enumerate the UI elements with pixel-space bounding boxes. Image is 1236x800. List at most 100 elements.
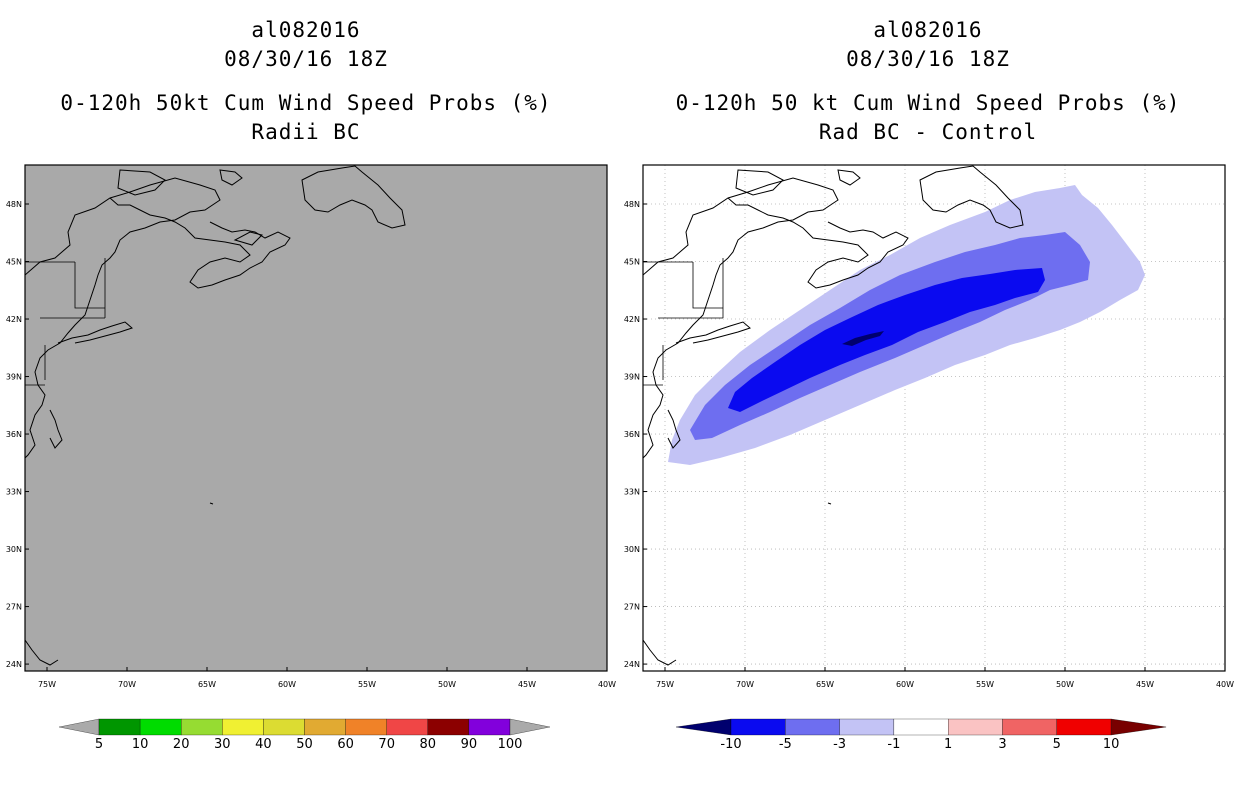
colorbar-label: 5: [1053, 737, 1061, 752]
right-storm-id: al082016: [873, 18, 983, 42]
left-subtitle: Radii BC: [251, 120, 361, 144]
colorbar-box: [468, 718, 511, 736]
colorbar-lower-triangle: [58, 718, 100, 736]
left-state-borders: [25, 258, 106, 386]
longitude-label: 50W: [1056, 680, 1074, 689]
longitude-label: 65W: [816, 680, 834, 689]
contour-minus-5-to-minus-10: [728, 268, 1045, 412]
longitude-label: 55W: [976, 680, 994, 689]
colorbar-box: [785, 718, 840, 736]
longitude-label: 45W: [1136, 680, 1154, 689]
right-longitude-labels: 75W 70W 65W 60W 55W 50W 45W 40W: [656, 667, 1234, 689]
latitude-label: 33N: [6, 488, 22, 497]
colorbar-label: -1: [887, 737, 900, 752]
colorbar-label: -5: [779, 737, 792, 752]
colorbar-label: 90: [461, 737, 478, 752]
colorbar-box: [304, 718, 346, 736]
longitude-label: 60W: [278, 680, 296, 689]
colorbar-box: [1056, 718, 1112, 736]
right-product-title: 0-120h 50 kt Cum Wind Speed Probs (%): [675, 91, 1181, 115]
left-map-panel: 48N 45N 42N 39N 36N 33N 30N 27N 24N 75W 70W 65W 60W…: [6, 164, 616, 689]
right-map-panel: 48N 45N 42N 39N 36N 33N 30N 27N 24N 75W 70W 65W 60W…: [624, 164, 1234, 689]
colorbar-label: -10: [720, 737, 741, 752]
colorbar-box: [386, 718, 428, 736]
colorbar-lower-triangle: [675, 718, 732, 736]
latitude-label: 30N: [624, 545, 640, 554]
longitude-label: 55W: [358, 680, 376, 689]
latitude-label: 27N: [6, 603, 22, 612]
longitude-label: 75W: [656, 680, 674, 689]
right-latitude-labels: 48N 45N 42N 39N 36N 33N 30N 27N 24N: [624, 200, 647, 669]
left-latitude-labels: 48N 45N 42N 39N 36N 33N 30N 27N 24N: [6, 200, 29, 669]
colorbar-box: [948, 718, 1003, 736]
colorbar-upper-triangle: [1110, 718, 1167, 736]
colorbar-label: 60: [337, 737, 354, 752]
colorbar-label: 5: [95, 737, 103, 752]
colorbar-label: 20: [173, 737, 190, 752]
latitude-label: 42N: [624, 315, 640, 324]
colorbar-box: [139, 718, 182, 736]
colorbar-box: [427, 718, 470, 736]
longitude-label: 45W: [518, 680, 536, 689]
left-probability-fill: [25, 165, 607, 671]
colorbar-box: [345, 718, 387, 736]
colorbar-label: 100: [498, 737, 523, 752]
longitude-label: 50W: [438, 680, 456, 689]
colorbar-box: [98, 718, 141, 736]
colorbar-box: [263, 718, 305, 736]
longitude-label: 70W: [118, 680, 136, 689]
latitude-label: 27N: [624, 603, 640, 612]
colorbar-box: [222, 718, 264, 736]
latitude-label: 30N: [6, 545, 22, 554]
latitude-label: 48N: [6, 200, 22, 209]
latitude-label: 39N: [6, 373, 22, 382]
colorbar-label: 80: [420, 737, 437, 752]
latitude-label: 33N: [624, 488, 640, 497]
latitude-label: 48N: [624, 200, 640, 209]
colorbar-box: [181, 718, 223, 736]
left-colorbar: 5 10 20 30 40 50 60 70 80 90 100: [58, 718, 551, 752]
colorbar-label: -3: [833, 737, 846, 752]
colorbar-label: 30: [214, 737, 231, 752]
colorbar-label: 50: [296, 737, 313, 752]
colorbar-label: 10: [1103, 737, 1120, 752]
longitude-label: 70W: [736, 680, 754, 689]
colorbar-box: [893, 718, 949, 736]
right-coastlines: [643, 165, 1024, 666]
right-valid-time: 08/30/16 18Z: [846, 47, 1010, 71]
latitude-label: 42N: [6, 315, 22, 324]
right-state-borders: [643, 258, 724, 386]
longitude-label: 75W: [38, 680, 56, 689]
latitude-label: 45N: [624, 258, 640, 267]
latitude-label: 36N: [6, 430, 22, 439]
right-colorbar: -10 -5 -3 -1 1 3 5 10: [675, 718, 1167, 752]
left-valid-time: 08/30/16 18Z: [224, 47, 388, 71]
colorbar-label: 1: [944, 737, 952, 752]
colorbar-box: [730, 718, 786, 736]
left-product-title: 0-120h 50kt Cum Wind Speed Probs (%): [60, 91, 552, 115]
colorbar-label: 40: [255, 737, 272, 752]
latitude-label: 24N: [6, 660, 22, 669]
left-coastlines: [25, 165, 406, 666]
colorbar-upper-triangle: [509, 718, 551, 736]
colorbar-label: 10: [132, 737, 149, 752]
right-subtitle: Rad BC - Control: [818, 120, 1038, 144]
colorbar-label: 3: [998, 737, 1006, 752]
left-storm-id: al082016: [251, 18, 361, 42]
longitude-label: 65W: [198, 680, 216, 689]
contour-below-minus-10: [842, 331, 884, 346]
left-longitude-labels: 75W 70W 65W 60W 55W 50W 45W 40W: [38, 667, 616, 689]
longitude-label: 40W: [1216, 680, 1234, 689]
left-map-frame: [24, 164, 608, 672]
latitude-label: 24N: [624, 660, 640, 669]
colorbar-label: 70: [378, 737, 395, 752]
right-difference-contours: [668, 185, 1145, 465]
right-map-frame: [642, 164, 1226, 672]
latitude-label: 45N: [6, 258, 22, 267]
longitude-label: 60W: [896, 680, 914, 689]
latitude-label: 39N: [624, 373, 640, 382]
colorbar-box: [1002, 718, 1057, 736]
longitude-label: 40W: [598, 680, 616, 689]
colorbar-box: [839, 718, 895, 736]
